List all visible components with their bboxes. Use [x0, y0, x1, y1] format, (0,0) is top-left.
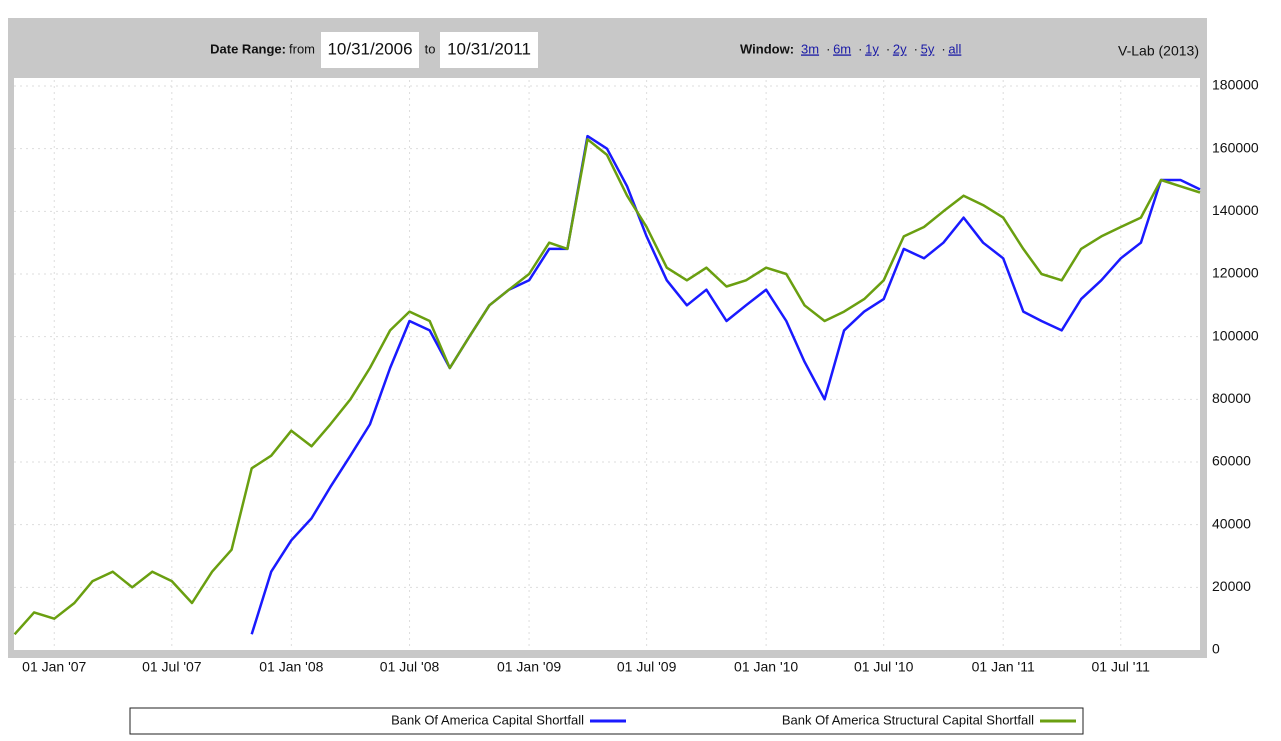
legend-label: Bank Of America Structural Capital Short… [782, 712, 1034, 727]
series-line [250, 134, 1201, 635]
window-link[interactable]: 2y [893, 41, 907, 56]
x-tick-label: 01 Jul '11 [1092, 659, 1151, 675]
y-tick-label: 120000 [1212, 265, 1259, 281]
y-tick-label: 60000 [1212, 453, 1251, 469]
window-link[interactable]: 1y [865, 41, 879, 56]
separator: · [858, 41, 862, 56]
y-tick-label: 20000 [1212, 578, 1251, 594]
y-tick-label: 160000 [1212, 139, 1259, 155]
y-tick-label: 140000 [1212, 202, 1259, 218]
separator: · [914, 41, 918, 56]
from-date[interactable]: 10/31/2006 [327, 39, 412, 58]
separator: · [941, 41, 945, 56]
credit: V-Lab (2013) [1118, 43, 1199, 59]
window-link[interactable]: 5y [921, 41, 935, 56]
legend-label: Bank Of America Capital Shortfall [391, 712, 584, 727]
to-label: to [425, 41, 436, 56]
x-tick-label: 01 Jan '11 [972, 659, 1035, 675]
x-tick-label: 01 Jan '07 [22, 659, 86, 675]
window-link[interactable]: 3m [801, 41, 819, 56]
x-tick-label: 01 Jul '10 [854, 659, 914, 675]
window-links: 3m · 6m · 1y · 2y · 5y · all [801, 41, 961, 56]
y-tick-label: 0 [1212, 641, 1220, 657]
y-tick-label: 100000 [1212, 327, 1259, 343]
x-tick-label: 01 Jan '10 [734, 659, 798, 675]
window-label: Window: [740, 41, 794, 56]
from-input[interactable] [321, 32, 419, 68]
to-date[interactable]: 10/31/2011 [447, 39, 531, 58]
x-tick-label: 01 Jan '09 [497, 659, 561, 675]
separator: · [886, 41, 890, 56]
plot-area [14, 78, 1200, 650]
separator: · [826, 41, 830, 56]
y-tick-label: 80000 [1212, 390, 1251, 406]
y-tick-label: 40000 [1212, 515, 1251, 531]
y-tick-label: 180000 [1212, 77, 1259, 93]
legend [129, 707, 1084, 735]
series-line [13, 138, 1201, 636]
window-link[interactable]: all [948, 41, 961, 56]
to-input[interactable] [440, 32, 538, 68]
x-tick-label: 01 Jul '07 [142, 659, 202, 675]
x-tick-label: 01 Jul '08 [380, 659, 440, 675]
x-tick-label: 01 Jul '09 [617, 659, 677, 675]
from-label: from [289, 41, 315, 56]
window-link[interactable]: 6m [833, 41, 851, 56]
date-range-label: Date Range: [210, 41, 286, 56]
x-tick-label: 01 Jan '08 [259, 659, 323, 675]
